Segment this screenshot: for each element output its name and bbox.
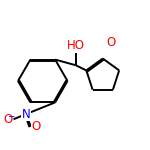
Text: O: O [3,113,13,126]
Text: −: − [8,111,15,120]
Text: O: O [31,120,40,133]
Text: N: N [22,108,31,120]
Text: O: O [106,36,116,48]
Text: HO: HO [67,39,85,52]
